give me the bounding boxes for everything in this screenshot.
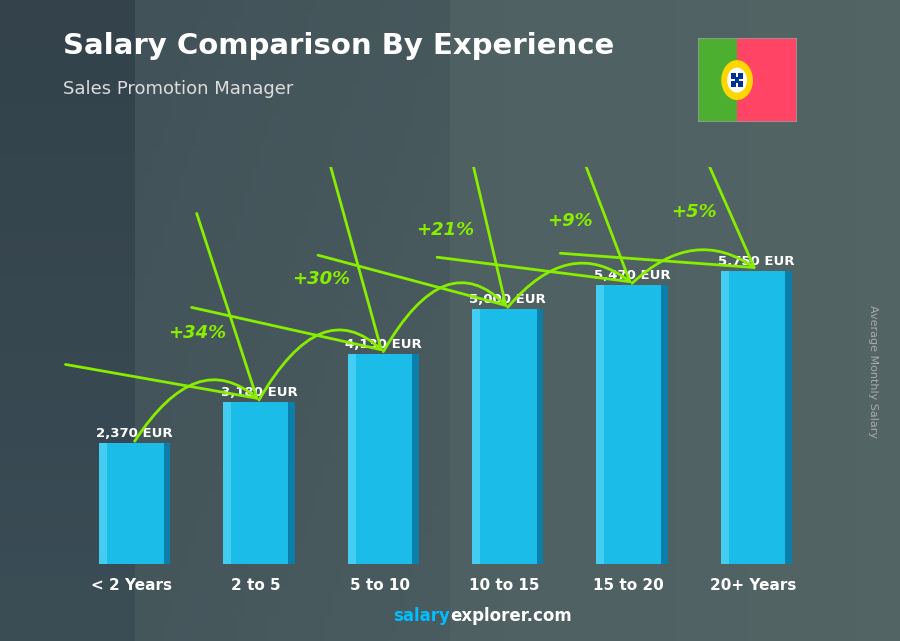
Text: Salary Comparison By Experience: Salary Comparison By Experience bbox=[63, 32, 614, 60]
FancyArrowPatch shape bbox=[192, 162, 382, 400]
Bar bbox=[597, 285, 604, 564]
Text: Sales Promotion Manager: Sales Promotion Manager bbox=[63, 80, 293, 98]
Bar bbox=[738, 81, 742, 87]
Bar bbox=[721, 271, 786, 564]
Text: 5,470 EUR: 5,470 EUR bbox=[594, 269, 670, 282]
FancyArrowPatch shape bbox=[318, 116, 506, 352]
Text: Average Monthly Salary: Average Monthly Salary bbox=[868, 305, 878, 438]
Bar bbox=[472, 310, 536, 564]
Bar bbox=[99, 444, 107, 564]
Bar bbox=[786, 271, 792, 564]
Bar bbox=[732, 81, 736, 87]
Text: 4,130 EUR: 4,130 EUR bbox=[345, 338, 422, 351]
Text: +5%: +5% bbox=[671, 203, 717, 221]
FancyArrowPatch shape bbox=[66, 213, 256, 441]
Bar bbox=[721, 271, 729, 564]
Text: 3,180 EUR: 3,180 EUR bbox=[220, 386, 297, 399]
Bar bbox=[347, 354, 412, 564]
Circle shape bbox=[721, 60, 753, 100]
Bar bbox=[738, 73, 742, 79]
Bar bbox=[472, 310, 480, 564]
Bar bbox=[288, 402, 294, 564]
Bar bbox=[662, 285, 668, 564]
Text: 5,000 EUR: 5,000 EUR bbox=[469, 294, 546, 306]
Bar bbox=[698, 38, 737, 122]
Bar bbox=[412, 354, 418, 564]
Circle shape bbox=[727, 67, 747, 92]
Bar bbox=[347, 354, 356, 564]
Text: salary: salary bbox=[393, 607, 450, 625]
Bar bbox=[732, 73, 736, 79]
FancyArrowPatch shape bbox=[561, 90, 754, 283]
Text: +9%: +9% bbox=[547, 212, 593, 230]
Text: +21%: +21% bbox=[417, 221, 474, 239]
Bar bbox=[223, 402, 288, 564]
Text: +30%: +30% bbox=[292, 271, 350, 288]
Text: +34%: +34% bbox=[167, 324, 226, 342]
Bar bbox=[164, 444, 170, 564]
Text: 5,750 EUR: 5,750 EUR bbox=[718, 255, 795, 268]
Bar bbox=[536, 310, 544, 564]
Text: explorer.com: explorer.com bbox=[450, 607, 572, 625]
FancyArrowPatch shape bbox=[437, 100, 630, 307]
Bar bbox=[737, 38, 796, 122]
Bar bbox=[734, 77, 740, 83]
Text: 2,370 EUR: 2,370 EUR bbox=[96, 428, 173, 440]
Bar bbox=[99, 444, 164, 564]
Bar bbox=[223, 402, 231, 564]
Bar bbox=[597, 285, 662, 564]
